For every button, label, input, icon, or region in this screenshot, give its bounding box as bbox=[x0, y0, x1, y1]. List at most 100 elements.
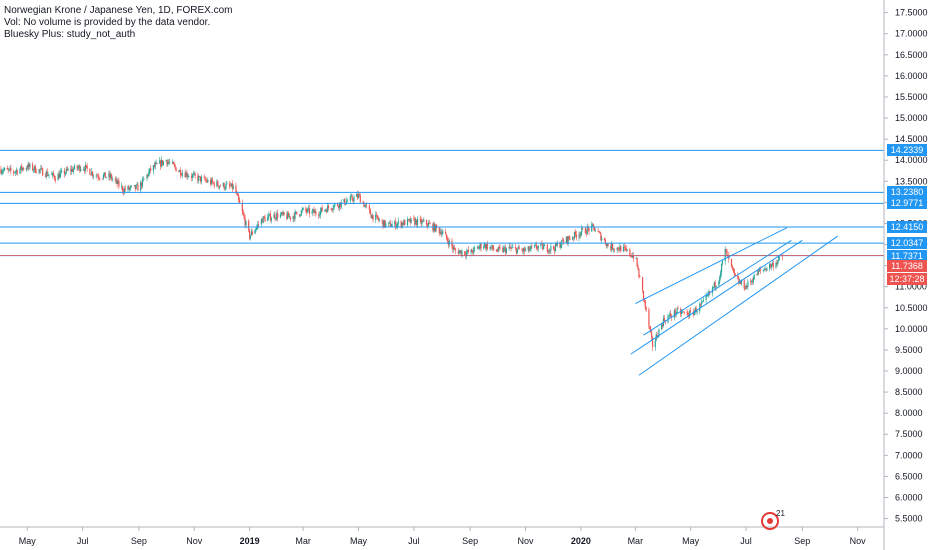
candle-body bbox=[510, 248, 512, 249]
candle-body bbox=[52, 172, 54, 175]
candle-body bbox=[148, 171, 150, 176]
candle-body bbox=[19, 169, 21, 174]
candle-body bbox=[452, 246, 454, 250]
candle-body bbox=[739, 281, 742, 284]
candle-body bbox=[147, 174, 149, 176]
candle-body bbox=[46, 171, 48, 176]
candle-body bbox=[409, 219, 411, 223]
candle-body bbox=[91, 171, 93, 175]
candle-body bbox=[454, 247, 456, 250]
trend-line[interactable] bbox=[638, 235, 838, 376]
candle-body bbox=[344, 199, 346, 205]
candle-body bbox=[350, 195, 352, 197]
candle-body bbox=[674, 310, 676, 315]
candle-body bbox=[505, 248, 508, 253]
candle-body bbox=[776, 262, 778, 264]
horizontal-level-lines[interactable] bbox=[0, 149, 884, 257]
candle-body bbox=[105, 177, 107, 178]
candle-body bbox=[86, 165, 88, 169]
candle-body bbox=[580, 232, 582, 236]
candle-body bbox=[527, 246, 529, 250]
candle-body bbox=[648, 309, 650, 327]
symbol-title[interactable]: Norwegian Krone / Japanese Yen, 1D, FORE… bbox=[4, 5, 233, 16]
candle-body bbox=[66, 168, 68, 171]
candle-body bbox=[35, 172, 37, 174]
candle-body bbox=[489, 246, 491, 250]
candle-body bbox=[372, 215, 374, 221]
candle-body bbox=[200, 177, 203, 182]
candle-body bbox=[387, 222, 390, 224]
candle-body bbox=[415, 219, 417, 225]
study-note[interactable]: Bluesky Plus: study_not_auth bbox=[4, 29, 136, 40]
candle-body bbox=[394, 221, 396, 225]
candle-body bbox=[346, 201, 348, 204]
candle-body bbox=[427, 222, 429, 227]
trend-line[interactable] bbox=[635, 227, 788, 304]
candle-body bbox=[334, 203, 336, 206]
candle-body bbox=[109, 173, 111, 178]
candle-body bbox=[281, 212, 283, 215]
candle-body bbox=[130, 186, 132, 189]
price-tick-label: 14.0000 bbox=[895, 155, 928, 165]
candle-body bbox=[2, 171, 4, 173]
candle-body bbox=[508, 246, 510, 249]
candle-body bbox=[178, 171, 180, 172]
candle-body bbox=[376, 215, 379, 219]
candle-body bbox=[554, 243, 557, 251]
candle-body bbox=[21, 165, 23, 170]
candle-body bbox=[327, 205, 329, 213]
candle-body bbox=[368, 205, 370, 210]
candle-body bbox=[232, 185, 234, 189]
trend-line[interactable] bbox=[630, 239, 803, 355]
candle-body bbox=[364, 205, 366, 207]
candle-body bbox=[269, 213, 272, 221]
candle-body bbox=[180, 170, 182, 176]
trend-lines[interactable] bbox=[630, 227, 838, 376]
trend-line[interactable] bbox=[643, 239, 792, 336]
price-axis[interactable]: 17.5000 17.0000 16.5000 16.0000 15.5000 15.00… bbox=[884, 8, 928, 524]
candle-body bbox=[358, 194, 361, 196]
candle-body bbox=[287, 212, 289, 219]
price-tick-label: 16.5000 bbox=[895, 50, 928, 60]
level-price-tag: 14.2339 bbox=[887, 144, 927, 157]
candle-body bbox=[331, 209, 333, 210]
candle-body bbox=[123, 188, 125, 193]
candle-body bbox=[484, 243, 486, 247]
candle-body bbox=[111, 174, 113, 180]
candle-body bbox=[300, 210, 302, 216]
candle-body bbox=[499, 247, 501, 249]
candle-body bbox=[561, 239, 563, 246]
candle-body bbox=[288, 216, 291, 218]
tradingview-logo[interactable]: 21 bbox=[760, 508, 786, 532]
candle-body bbox=[451, 240, 453, 247]
price-tick-label: 8.0000 bbox=[895, 408, 923, 418]
candle-body bbox=[441, 232, 443, 235]
candle-body bbox=[315, 211, 317, 215]
candle-body bbox=[528, 246, 530, 251]
candle-body bbox=[59, 173, 61, 179]
candle-body bbox=[190, 176, 193, 178]
candle-body bbox=[658, 329, 660, 337]
candle-body bbox=[522, 249, 524, 252]
candle-body bbox=[410, 218, 412, 223]
candle-body bbox=[371, 215, 373, 219]
candle-body bbox=[225, 184, 227, 189]
candle-body bbox=[612, 249, 615, 251]
candle-body bbox=[53, 175, 56, 179]
candle-body bbox=[166, 160, 168, 165]
candle-body bbox=[700, 302, 703, 305]
candle-body bbox=[306, 210, 308, 213]
time-axis[interactable]: May Jul Sep Nov 2019 Mar May Jul Sep Nov 2020 Mar Ma… bbox=[19, 527, 866, 546]
candle-body bbox=[757, 270, 759, 276]
candle-body bbox=[763, 269, 765, 271]
candle-body bbox=[7, 169, 9, 170]
candle-body bbox=[104, 172, 106, 178]
candle-body bbox=[72, 169, 75, 172]
candle-body bbox=[156, 162, 158, 164]
candle-body bbox=[307, 208, 309, 213]
candle-body bbox=[515, 247, 518, 254]
candle-body bbox=[216, 181, 218, 187]
candle-body bbox=[298, 214, 301, 216]
logo-icon: 21 bbox=[761, 509, 785, 530]
